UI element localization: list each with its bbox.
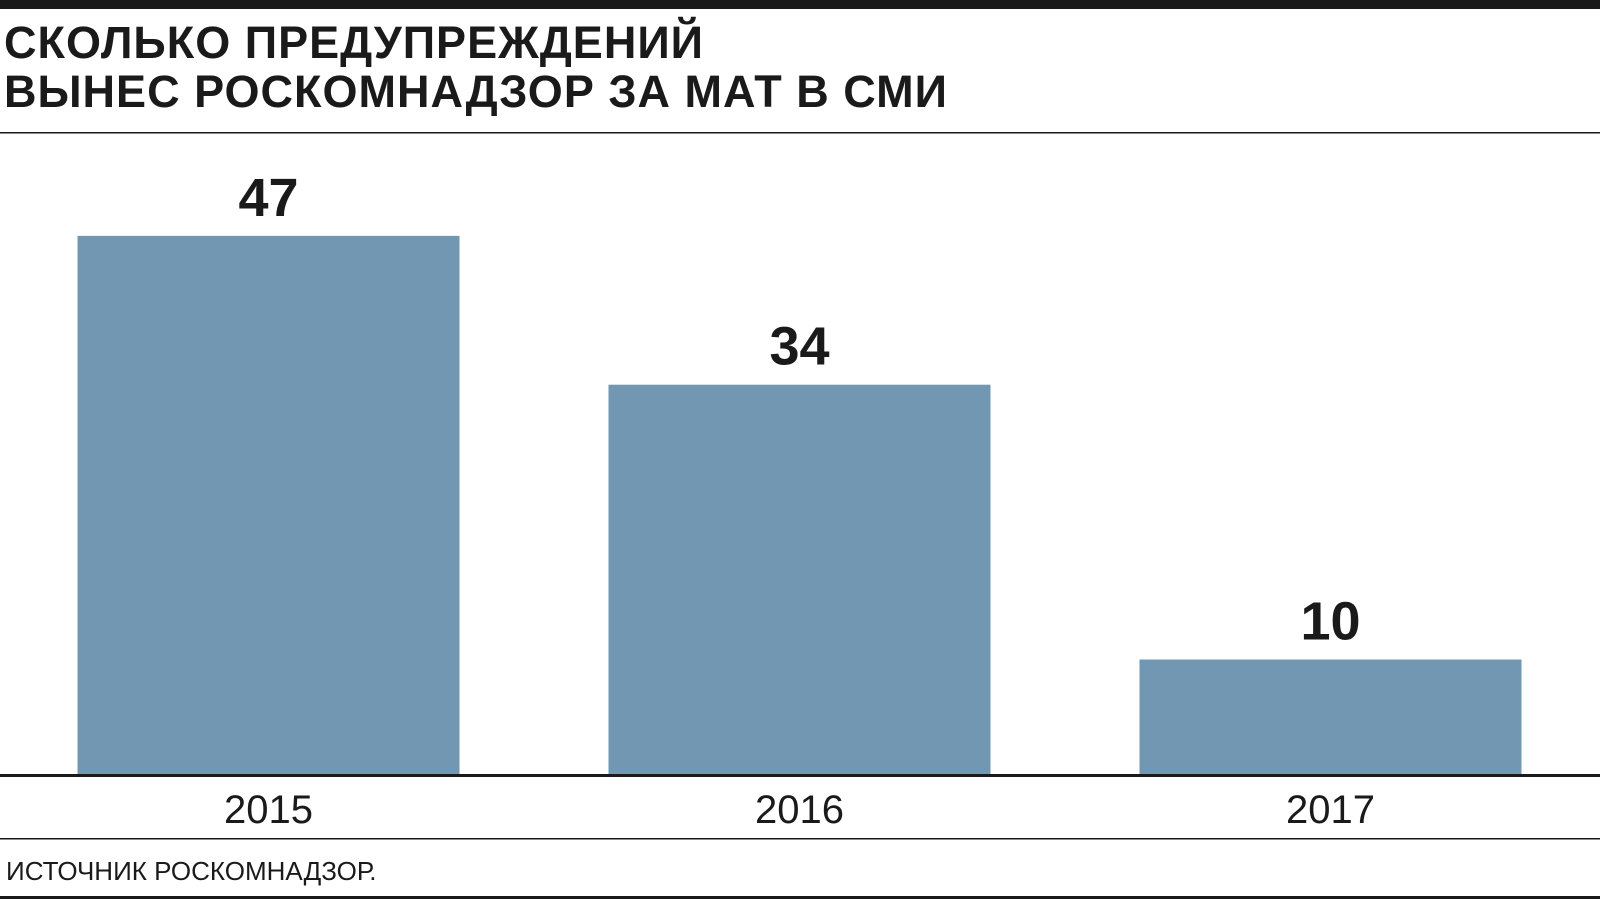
chart-title: СКОЛЬКО ПРЕДУПРЕЖДЕНИЙ [4,17,704,68]
bar [608,384,991,774]
top-rule [0,0,1600,9]
value-label: 47 [238,168,298,228]
x-tick-label: 2017 [1286,788,1375,832]
bar [1139,659,1522,774]
value-label: 10 [1300,592,1360,652]
x-tick-label: 2015 [224,788,313,832]
value-label: 34 [769,317,829,377]
bar [77,235,460,775]
baseline [0,774,1600,777]
x-tick-label: 2016 [755,788,844,832]
source: ИСТОЧНИК РОСКОМНАДЗОР. [6,856,377,886]
chart-title: ВЫНЕС РОСКОМНАДЗОР ЗА МАТ В СМИ [4,66,948,117]
rule [0,838,1600,840]
bottom-rule [0,896,1600,899]
rule [0,132,1600,134]
